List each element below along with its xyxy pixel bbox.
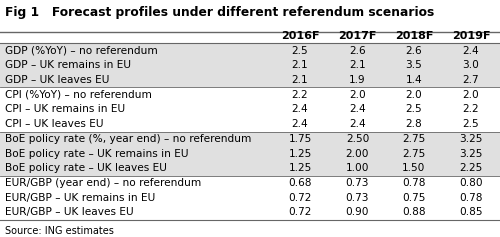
Bar <box>0 146 500 161</box>
Text: 2.4: 2.4 <box>349 119 366 129</box>
Text: 2.8: 2.8 <box>406 119 422 129</box>
Text: 3.5: 3.5 <box>406 60 422 70</box>
Text: 0.85: 0.85 <box>459 207 483 217</box>
Text: 1.4: 1.4 <box>406 75 422 85</box>
Text: 2018F: 2018F <box>395 31 433 41</box>
Text: 2.75: 2.75 <box>402 134 425 144</box>
Text: GDP – UK remains in EU: GDP – UK remains in EU <box>5 60 131 70</box>
Bar <box>0 161 500 176</box>
Text: 2.0: 2.0 <box>349 90 366 100</box>
Text: Fig 1   Forecast profiles under different referendum scenarios: Fig 1 Forecast profiles under different … <box>5 6 434 19</box>
Text: 0.73: 0.73 <box>346 193 369 203</box>
Text: 0.90: 0.90 <box>346 207 369 217</box>
Text: Source: ING estimates: Source: ING estimates <box>5 226 114 236</box>
Text: 2.2: 2.2 <box>292 90 308 100</box>
Text: 2.6: 2.6 <box>349 46 366 56</box>
Text: 2.5: 2.5 <box>292 46 308 56</box>
Text: 1.9: 1.9 <box>349 75 366 85</box>
Text: 2.4: 2.4 <box>349 105 366 114</box>
Text: BoE policy rate – UK leaves EU: BoE policy rate – UK leaves EU <box>5 163 167 173</box>
Text: CPI – UK leaves EU: CPI – UK leaves EU <box>5 119 103 129</box>
Text: 2.6: 2.6 <box>406 46 422 56</box>
Text: 3.25: 3.25 <box>460 149 482 159</box>
Bar <box>0 43 500 58</box>
Text: 2.5: 2.5 <box>406 105 422 114</box>
Text: 0.88: 0.88 <box>402 207 426 217</box>
Text: CPI (%YoY) – no referendum: CPI (%YoY) – no referendum <box>5 90 152 100</box>
Text: 0.75: 0.75 <box>402 193 425 203</box>
Text: 3.0: 3.0 <box>462 60 479 70</box>
Text: 1.00: 1.00 <box>346 163 369 173</box>
Text: 2017F: 2017F <box>338 31 376 41</box>
Text: BoE policy rate – UK remains in EU: BoE policy rate – UK remains in EU <box>5 149 188 159</box>
Text: 2.00: 2.00 <box>346 149 369 159</box>
Text: 1.50: 1.50 <box>402 163 425 173</box>
Text: 0.68: 0.68 <box>288 178 312 188</box>
Text: 1.25: 1.25 <box>288 163 312 173</box>
Text: 0.78: 0.78 <box>402 178 426 188</box>
Text: 2019F: 2019F <box>452 31 490 41</box>
Text: 3.25: 3.25 <box>460 134 482 144</box>
Text: 2.1: 2.1 <box>292 60 308 70</box>
Bar <box>0 73 500 87</box>
Text: 0.78: 0.78 <box>459 193 483 203</box>
Text: CPI – UK remains in EU: CPI – UK remains in EU <box>5 105 125 114</box>
Text: GDP – UK leaves EU: GDP – UK leaves EU <box>5 75 110 85</box>
Text: EUR/GBP – UK leaves EU: EUR/GBP – UK leaves EU <box>5 207 134 217</box>
Text: 2016F: 2016F <box>281 31 320 41</box>
Text: 2.5: 2.5 <box>462 119 479 129</box>
Text: 2.7: 2.7 <box>462 75 479 85</box>
Text: 0.72: 0.72 <box>288 207 312 217</box>
Text: EUR/GBP – UK remains in EU: EUR/GBP – UK remains in EU <box>5 193 155 203</box>
Text: 2.2: 2.2 <box>462 105 479 114</box>
Text: 2.4: 2.4 <box>292 119 308 129</box>
Bar <box>0 58 500 73</box>
Text: 2.25: 2.25 <box>460 163 482 173</box>
Text: GDP (%YoY) – no referendum: GDP (%YoY) – no referendum <box>5 46 158 56</box>
Text: 0.72: 0.72 <box>288 193 312 203</box>
Text: 0.73: 0.73 <box>346 178 369 188</box>
Text: 2.1: 2.1 <box>349 60 366 70</box>
Text: 2.0: 2.0 <box>462 90 479 100</box>
Text: 2.75: 2.75 <box>402 149 425 159</box>
Text: 2.4: 2.4 <box>462 46 479 56</box>
Text: 2.50: 2.50 <box>346 134 369 144</box>
Text: 0.80: 0.80 <box>459 178 483 188</box>
Text: 1.75: 1.75 <box>288 134 312 144</box>
Text: BoE policy rate (%, year end) – no referendum: BoE policy rate (%, year end) – no refer… <box>5 134 252 144</box>
Text: 2.0: 2.0 <box>406 90 422 100</box>
Bar <box>0 132 500 146</box>
Text: 2.4: 2.4 <box>292 105 308 114</box>
Text: 2.1: 2.1 <box>292 75 308 85</box>
Text: EUR/GBP (year end) – no referendum: EUR/GBP (year end) – no referendum <box>5 178 201 188</box>
Text: 1.25: 1.25 <box>288 149 312 159</box>
